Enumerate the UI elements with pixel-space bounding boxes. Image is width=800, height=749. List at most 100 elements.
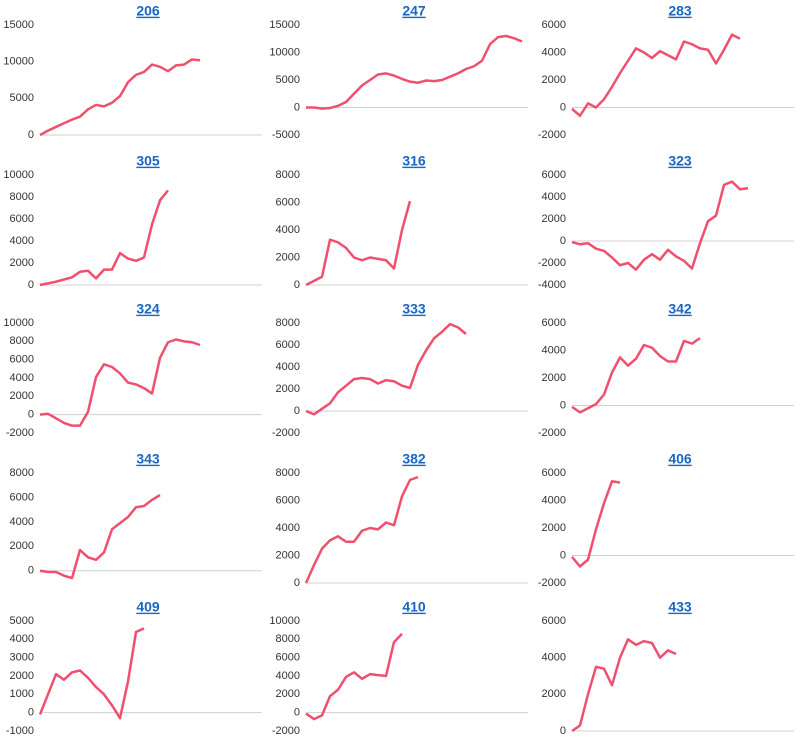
chart-title[interactable]: 333 (402, 301, 426, 317)
y-tick-label: 4000 (10, 372, 34, 384)
y-tick-label: -2000 (538, 129, 566, 141)
data-line (39, 493, 161, 580)
chart-title[interactable]: 206 (136, 3, 160, 19)
y-tick-label: -4000 (538, 279, 566, 291)
y-tick-label: 4000 (10, 516, 34, 528)
y-tick-label: 4000 (542, 652, 566, 664)
chart-title[interactable]: 323 (668, 153, 692, 169)
data-line (305, 322, 467, 416)
y-tick-label: 0 (560, 101, 566, 113)
y-tick-label: -2000 (538, 577, 566, 589)
data-line (571, 480, 621, 568)
data-line (39, 338, 201, 427)
y-tick-label: 0 (294, 101, 300, 113)
y-tick-label: 0 (560, 725, 566, 737)
chart-title[interactable]: 409 (136, 599, 160, 615)
y-tick-label: 0 (28, 707, 34, 719)
y-tick-label: 6000 (276, 196, 300, 208)
y-tick-label: 8000 (10, 191, 34, 203)
y-tick-label: -5000 (272, 129, 300, 141)
y-tick-label: 3000 (10, 652, 34, 664)
y-tick-label: 6000 (276, 494, 300, 506)
chart-title[interactable]: 316 (402, 153, 426, 169)
y-tick-label: 1000 (10, 688, 34, 700)
y-tick-label: 10000 (3, 317, 34, 329)
data-line (305, 200, 412, 287)
chart-title[interactable]: 305 (136, 153, 160, 169)
y-tick-label: 6000 (542, 467, 566, 479)
chart-title[interactable]: 406 (668, 451, 692, 467)
y-tick-label: 15000 (3, 19, 34, 31)
y-tick-label: 0 (294, 707, 300, 719)
y-tick-label: 4000 (542, 494, 566, 506)
y-tick-label: 6000 (10, 354, 34, 366)
y-tick-label: 0 (294, 405, 300, 417)
y-tick-label: 2000 (10, 257, 34, 269)
y-tick-label: 2000 (542, 522, 566, 534)
data-line (305, 632, 403, 721)
y-tick-label: 4000 (10, 633, 34, 645)
chart-title[interactable]: 247 (402, 3, 426, 19)
y-tick-label: 2000 (542, 372, 566, 384)
y-tick-label: -2000 (272, 725, 300, 737)
y-tick-label: 2000 (276, 688, 300, 700)
y-tick-label: 0 (28, 279, 34, 291)
y-tick-label: 2000 (542, 213, 566, 225)
y-tick-label: 4000 (542, 46, 566, 58)
y-tick-label: 10000 (3, 56, 34, 68)
chart-title[interactable]: 324 (136, 301, 160, 317)
y-tick-label: 0 (28, 565, 34, 577)
y-tick-label: 6000 (542, 615, 566, 627)
y-tick-label: 6000 (276, 339, 300, 351)
y-tick-label: 0 (560, 399, 566, 411)
y-tick-label: 4000 (542, 191, 566, 203)
data-line (571, 33, 741, 117)
y-tick-label: 4000 (10, 235, 34, 247)
y-tick-label: -1000 (6, 725, 34, 737)
y-tick-label: 2000 (276, 251, 300, 263)
y-tick-label: 4000 (276, 224, 300, 236)
chart-title[interactable]: 410 (402, 599, 426, 615)
y-tick-label: 8000 (10, 335, 34, 347)
y-tick-label: -2000 (538, 257, 566, 269)
y-tick-label: 4000 (276, 361, 300, 373)
y-tick-label: 6000 (276, 652, 300, 664)
y-tick-label: 15000 (269, 19, 300, 31)
y-tick-label: 5000 (10, 615, 34, 627)
y-tick-label: 2000 (542, 688, 566, 700)
data-line (39, 189, 169, 287)
y-tick-label: 8000 (276, 317, 300, 329)
y-tick-label: 0 (560, 549, 566, 561)
y-tick-label: 8000 (10, 467, 34, 479)
y-tick-label: 0 (28, 409, 34, 421)
data-line (38, 627, 145, 720)
y-tick-label: 8000 (276, 467, 300, 479)
y-tick-label: 2000 (10, 670, 34, 682)
chart-title[interactable]: 343 (136, 451, 160, 467)
y-tick-label: 6000 (10, 491, 34, 503)
y-tick-label: 10000 (269, 615, 300, 627)
y-tick-label: 2000 (10, 540, 34, 552)
y-tick-label: -2000 (538, 427, 566, 439)
y-tick-label: 2000 (276, 383, 300, 395)
data-line (571, 638, 677, 733)
y-tick-label: 5000 (276, 74, 300, 86)
y-tick-label: 2000 (276, 549, 300, 561)
data-line (306, 34, 523, 110)
y-tick-label: 2000 (542, 74, 566, 86)
y-tick-label: 6000 (542, 169, 566, 181)
chart-title[interactable]: 342 (668, 301, 692, 317)
y-tick-label: 0 (28, 129, 34, 141)
y-tick-label: 8000 (276, 169, 300, 181)
data-line (571, 337, 701, 414)
chart-title[interactable]: 382 (402, 451, 426, 467)
data-line (304, 475, 419, 584)
chart-title[interactable]: 433 (668, 599, 692, 615)
y-tick-label: 5000 (10, 92, 34, 104)
y-tick-label: 0 (294, 577, 300, 589)
chart-title[interactable]: 283 (668, 3, 692, 19)
y-tick-label: -2000 (272, 427, 300, 439)
y-tick-label: 4000 (276, 522, 300, 534)
